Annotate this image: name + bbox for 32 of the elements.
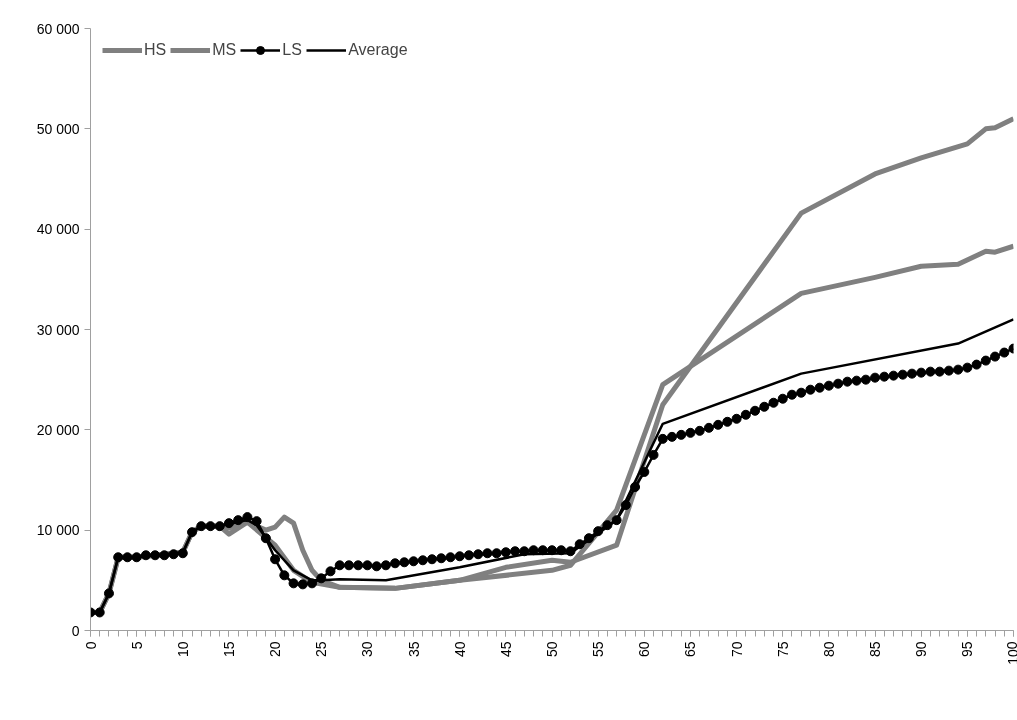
x-tick-label: 25 <box>313 641 330 658</box>
x-tick-label: 80 <box>820 641 837 658</box>
x-tick-label: 20 <box>267 641 284 658</box>
x-tick-label: 85 <box>867 641 884 658</box>
x-tick-label: 35 <box>405 641 422 658</box>
x-tick-label: 60 <box>636 641 653 658</box>
legend-label: LS <box>282 41 303 59</box>
y-tick-label: 20 000 <box>36 421 80 438</box>
legend-label: Average <box>348 41 408 59</box>
y-tick-label: 50 000 <box>36 120 80 137</box>
x-tick-label: 45 <box>497 641 514 658</box>
y-tick-label: 0 <box>71 622 80 639</box>
y-tick-label: 60 000 <box>36 20 80 37</box>
x-tick-label: 65 <box>682 641 699 658</box>
x-tick-label: 40 <box>451 641 468 658</box>
x-tick-label: 70 <box>728 641 745 658</box>
x-tick-label: 100 <box>1004 641 1017 665</box>
x-tick-label: 50 <box>544 641 560 658</box>
legend-label: HS <box>144 41 167 59</box>
x-tick-label: 15 <box>220 641 237 658</box>
x-tick-label: 30 <box>359 641 376 658</box>
y-tick-label: 10 000 <box>36 522 80 539</box>
x-tick-label: 95 <box>959 641 976 658</box>
x-tick-label: 55 <box>590 641 607 658</box>
y-tick-label: 30 000 <box>36 321 80 338</box>
x-tick-label: 90 <box>913 641 930 658</box>
x-tick-label: 75 <box>774 641 791 658</box>
legend-label: MS <box>212 41 237 59</box>
x-tick-label: 0 <box>82 641 99 650</box>
x-tick-label: 10 <box>174 641 191 658</box>
y-tick-label: 40 000 <box>36 221 80 238</box>
x-tick-label: 5 <box>128 641 145 650</box>
